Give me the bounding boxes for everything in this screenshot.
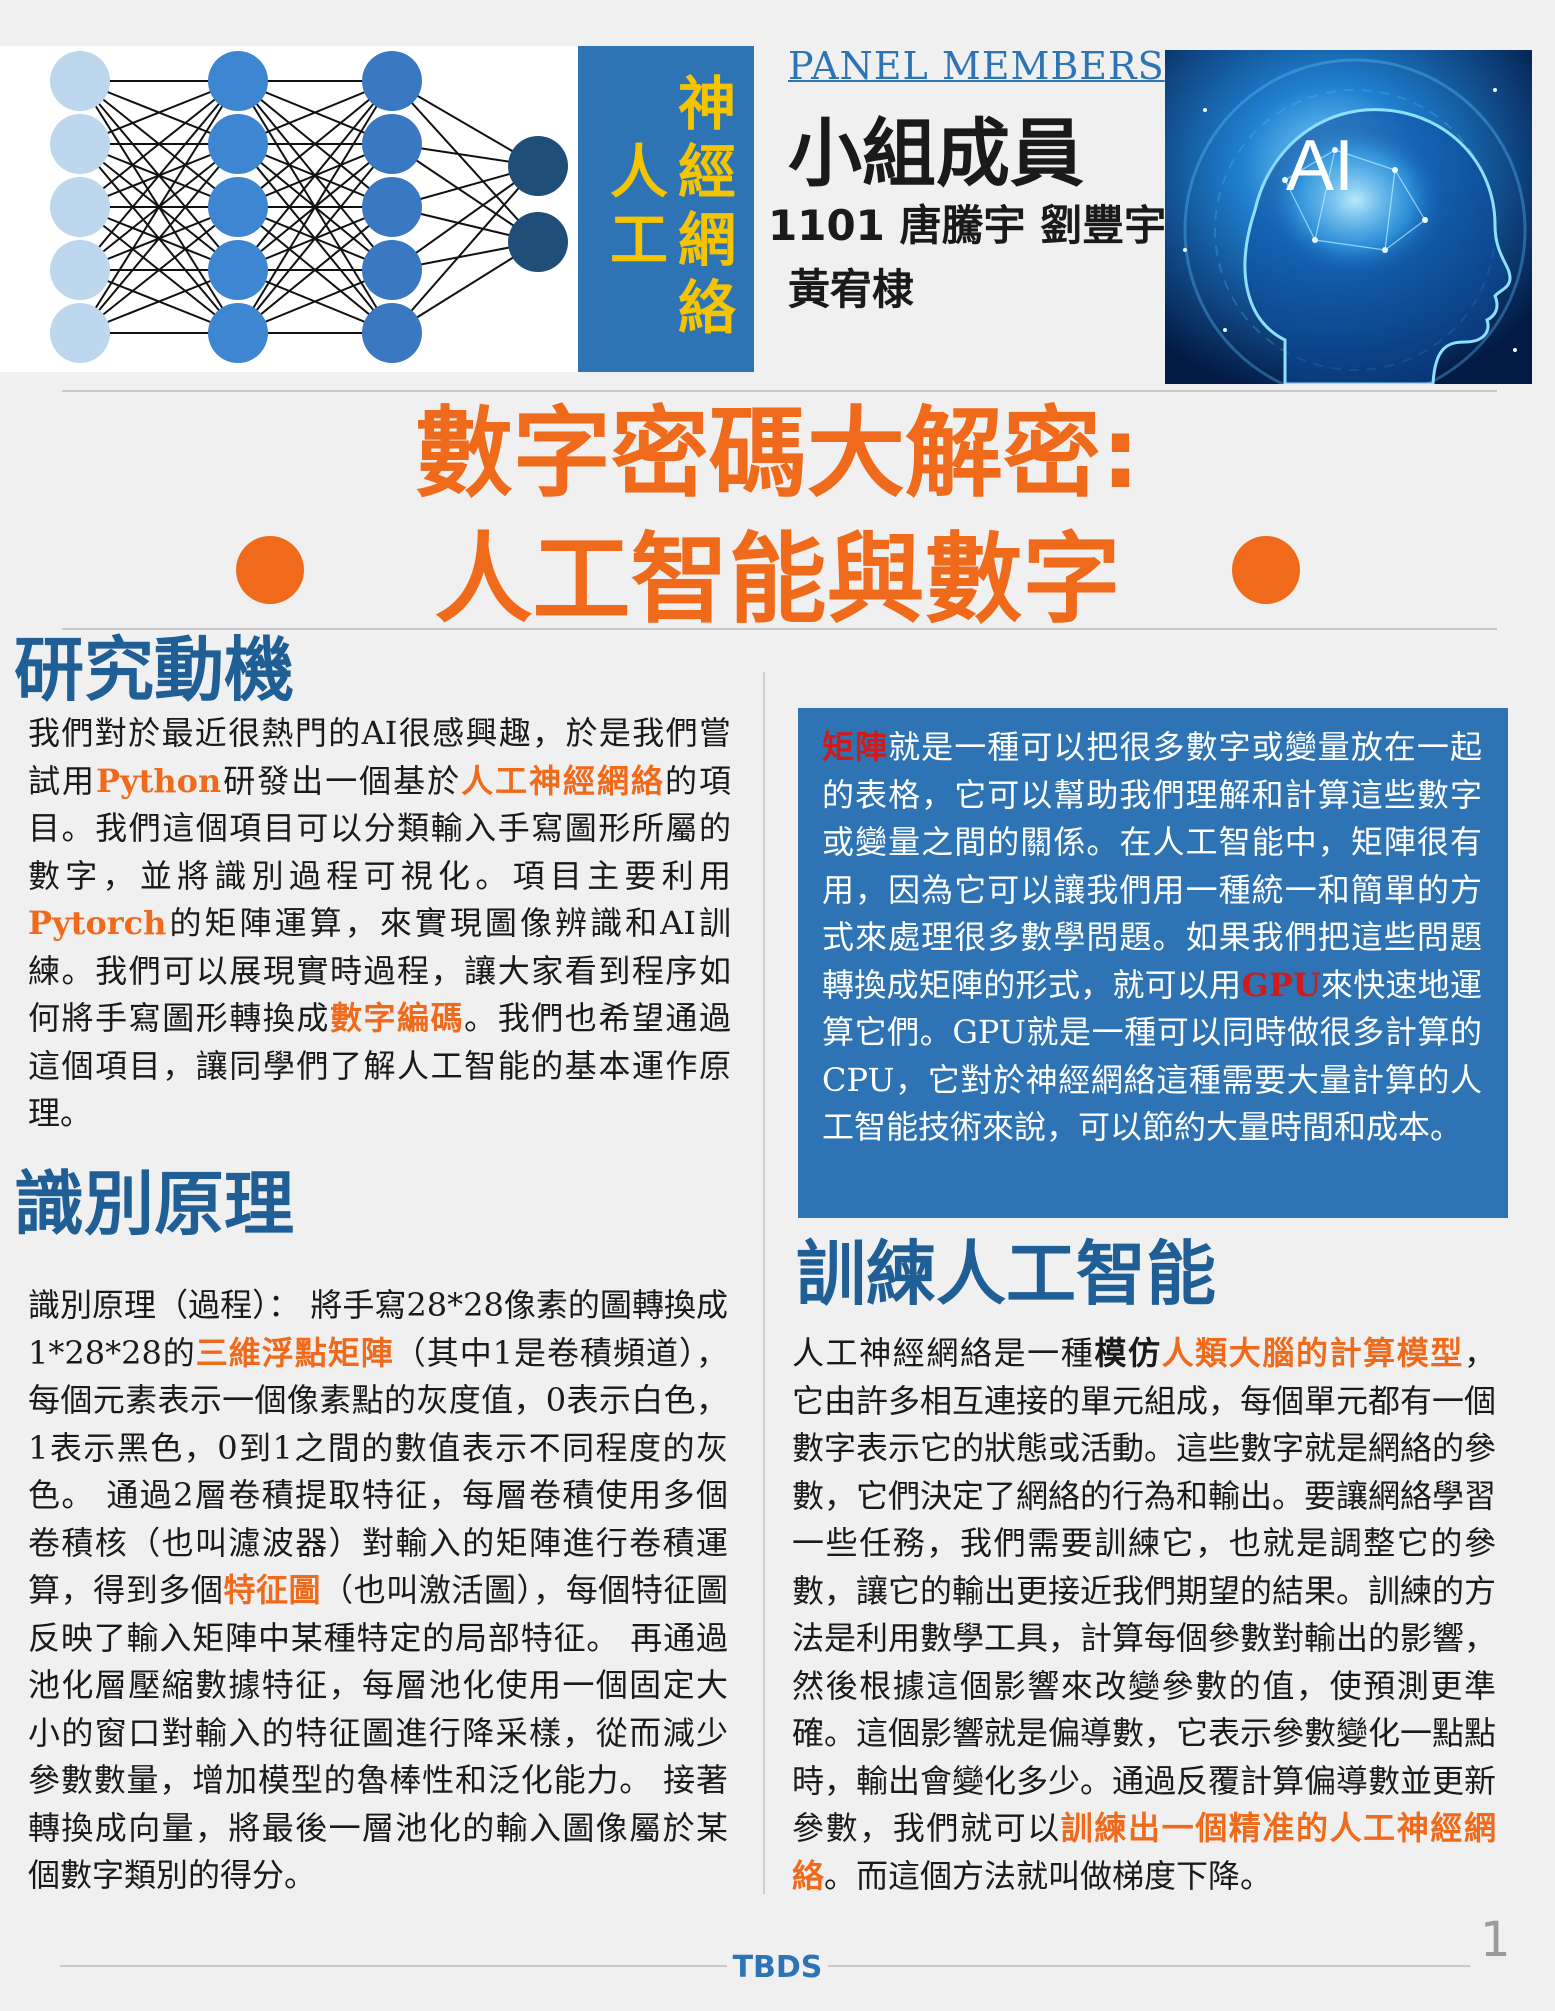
nn-node [50, 177, 110, 237]
nn-title-char: 網 [677, 206, 736, 274]
nn-connection [237, 143, 393, 334]
nn-connection [237, 206, 393, 334]
neural-network-title-box: 神經網絡 人工 [578, 46, 754, 372]
nn-node [362, 114, 422, 174]
panel-members-label: PANEL MEMBERS [788, 44, 1165, 88]
nn-node [208, 240, 268, 300]
nn-title-char: 工 [609, 206, 668, 274]
nn-connections [79, 80, 539, 334]
members-line-2: 黃宥棣 [788, 265, 915, 314]
nn-connection [237, 80, 393, 271]
nn-connection [391, 80, 539, 243]
nn-title-char: 絡 [677, 274, 736, 342]
ai-image-label: AI [1286, 126, 1354, 206]
matrix-paragraph: 矩陣就是一種可以把很多數字或變量放在一起的表格，它可以幫助我們理解和計算這些數字… [822, 724, 1482, 1152]
training-text: 人工神經網絡是一種模仿人類大腦的計算模型，它由許多相互連接的單元組成，每個單元都… [792, 1330, 1496, 1900]
nn-node [50, 51, 110, 111]
training-heading: 訓練人工智能 [796, 1233, 1216, 1315]
nn-connection [79, 80, 239, 334]
nn-node [362, 240, 422, 300]
text-run: ，它由許多相互連接的單元組成，每個單元都有一個數字表示它的狀態或活動。這些數字就… [792, 1334, 1497, 1847]
nn-node [208, 51, 268, 111]
text-run: 識別原理（過程）： 將手寫28*28像素的圖轉換成1*28*28的 [28, 1286, 728, 1372]
page-number: 1 [1480, 1912, 1511, 1968]
poster-title-line-1: 數字密碼大解密: [414, 397, 1141, 511]
nn-node [50, 240, 110, 300]
nn-node [508, 136, 568, 196]
nn-title-right-column: 神經網絡 [672, 70, 742, 342]
text-run: 就是一種可以把很多數字或變量放在一起的表格，它可以幫助我們理解和計算這些數字或變… [822, 728, 1482, 1004]
nn-node [50, 303, 110, 363]
column-divider [763, 672, 765, 1894]
nn-connection [79, 80, 239, 208]
text-run: （也叫激活圖），每個特征圖反映了輸入矩陣中某種特定的局部特征。 再通過池化層壓縮… [28, 1571, 728, 1894]
training-paragraph: 人工神經網絡是一種模仿人類大腦的計算模型，它由許多相互連接的單元組成，每個單元都… [792, 1330, 1496, 1900]
members-line-1: 1101 唐騰宇 劉豐宇 [768, 201, 1167, 250]
highlight-text: 人類大腦的計算模型 [1161, 1334, 1464, 1372]
nn-connection [79, 80, 239, 271]
text-run: 研發出一個基於 [221, 761, 462, 800]
text-run: 我們對於最近很熱門的AI很感興趣，於是我們嘗試用 [28, 714, 731, 800]
footer-label: TBDS [0, 1950, 1555, 1985]
text-run: （其中1是卷積頻道），每個元素表示一個像素點的灰度值，0表示白色，1表示黑色，0… [28, 1333, 728, 1610]
ai-head-image: AI [1165, 50, 1532, 384]
neural-network-diagram [0, 46, 578, 372]
motivation-heading: 研究動機 [14, 629, 294, 711]
nn-node [208, 303, 268, 363]
nn-node [508, 212, 568, 272]
nn-title-char: 神 [677, 70, 736, 138]
text-run: 人工神經網絡是一種 [792, 1334, 1095, 1372]
highlight-text: 人工神經網絡 [461, 761, 665, 800]
nn-node [50, 114, 110, 174]
nn-title-char: 人 [609, 138, 668, 206]
title-divider [62, 628, 1497, 630]
nn-node [362, 51, 422, 111]
panel-members-heading: 小組成員 [788, 111, 1084, 197]
principle-heading: 識別原理 [14, 1163, 294, 1245]
principle-text: 識別原理（過程）： 將手寫28*28像素的圖轉換成1*28*28的三維浮點矩陣（… [28, 1282, 728, 1900]
nn-title-char: 經 [677, 138, 736, 206]
nn-node [362, 303, 422, 363]
text-run: 的項目。我們這個項目可以分類輸入手寫圖形所屬的數字，並將識別過程可視化。項目主要… [28, 761, 731, 895]
nn-title-left-column: 人工 [604, 138, 674, 274]
nn-connection [79, 206, 239, 334]
nn-connection [237, 80, 393, 208]
highlight-text: Python [95, 761, 222, 800]
footer-label-text: TBDS [726, 1950, 829, 1985]
highlight-text: 數字編碼 [329, 999, 465, 1037]
motivation-text: 我們對於最近很熱門的AI很感興趣，於是我們嘗試用Python研發出一個基於人工神… [28, 710, 731, 1138]
nn-connection [237, 80, 393, 334]
matrix-text: 矩陣就是一種可以把很多數字或變量放在一起的表格，它可以幫助我們理解和計算這些數字… [822, 724, 1482, 1152]
text-run: 來快速地運算它們。GPU就是一種可以同時做很多計算的CPU，它對於神經網絡這種需… [822, 965, 1482, 1147]
nn-connection [391, 165, 539, 334]
principle-paragraph: 識別原理（過程）： 將手寫28*28像素的圖轉換成1*28*28的三維浮點矩陣（… [28, 1282, 728, 1900]
nn-node [362, 177, 422, 237]
header-divider [62, 390, 1497, 392]
matrix-explanation-box: 矩陣就是一種可以把很多數字或變量放在一起的表格，它可以幫助我們理解和計算這些數字… [798, 708, 1508, 1218]
nn-connection [79, 143, 239, 334]
highlight-text: 特征圖 [223, 1571, 322, 1609]
nn-node [208, 114, 268, 174]
highlight-text: 矩陣 [822, 728, 889, 766]
highlight-text: 模仿 [1094, 1334, 1162, 1372]
poster-title-line-2: 人工智能與數字 [434, 523, 1121, 637]
motivation-paragraph: 我們對於最近很熱門的AI很感興趣，於是我們嘗試用Python研發出一個基於人工神… [28, 710, 731, 1138]
text-run: 。而這個方法就叫做梯度下降。 [824, 1856, 1273, 1895]
highlight-text: Pytorch [28, 904, 167, 942]
text-run: 的矩陣運算，來實現圖像辨識和AI訓練。我們可以展現實時過程，讓大家看到程序如何將… [28, 904, 731, 1037]
highlight-text: 訓練出一個精准的人工神經網絡 [792, 1809, 1496, 1895]
title-bullet-right [1232, 536, 1300, 604]
nn-node [208, 177, 268, 237]
title-bullet-left [236, 536, 304, 604]
text-run: 。我們也希望通過這個項目，讓同學們了解人工智能的基本運作原理。 [28, 999, 731, 1132]
highlight-text: 三維浮點矩陣 [195, 1333, 394, 1372]
highlight-text: GPU [1241, 965, 1321, 1004]
